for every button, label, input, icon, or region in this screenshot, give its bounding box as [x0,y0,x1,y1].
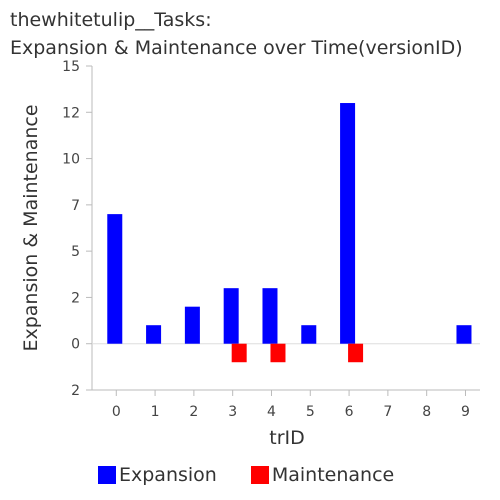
x-tick-label: 4 [267,404,276,420]
x-tick-label: 3 [228,404,237,420]
bar-expansion-1 [146,325,162,344]
y-tick-label: 2 [71,383,80,399]
x-tick-label: 6 [345,404,354,420]
y-tick-label: 12 [62,105,80,121]
x-tick-label: 9 [461,404,470,420]
y-tick-label: 2 [71,290,80,306]
x-tick-label: 5 [306,404,315,420]
legend: Expansion Maintenance [98,464,428,486]
y-axis-title: Expansion & Maintenance [20,104,42,351]
y-tick-label: 15 [62,59,80,75]
bar-expansion-9 [456,325,472,344]
bar-maintenance-3 [231,343,247,363]
chart-title-line-2: Expansion & Maintenance over Time(versio… [10,37,463,59]
x-tick-label: 8 [422,404,431,420]
legend-label-maintenance: Maintenance [271,464,395,486]
chart-title: thewhitetulip__Tasks: Expansion & Mainte… [10,6,463,62]
y-tick-label: 10 [62,152,80,168]
bar-expansion-3 [223,288,239,344]
x-tick-label: 0 [112,404,121,420]
y-tick-label: 0 [71,337,80,353]
bar-expansion-4 [262,288,278,344]
bar-maintenance-4 [270,343,286,363]
chart-title-line-1: thewhitetulip__Tasks: [10,9,212,31]
bar-expansion-0 [107,214,123,344]
legend-swatch-maintenance [250,466,269,484]
x-axis-title: trID [269,427,305,449]
legend-swatch-expansion [98,466,116,484]
bar-expansion-6 [340,103,356,344]
bar-maintenance-6 [348,343,364,363]
y-tick-label: 5 [71,244,80,260]
legend-item-expansion[interactable]: Expansion [98,464,217,486]
bar-expansion-2 [184,306,200,344]
bar-expansion-5 [301,325,317,344]
y-tick-label: 7 [71,198,80,214]
legend-label-expansion: Expansion [119,464,217,486]
x-tick-label: 2 [189,404,198,420]
legend-item-maintenance[interactable]: Maintenance [250,464,395,486]
x-tick-label: 7 [383,404,392,420]
x-tick-label: 1 [151,404,160,420]
